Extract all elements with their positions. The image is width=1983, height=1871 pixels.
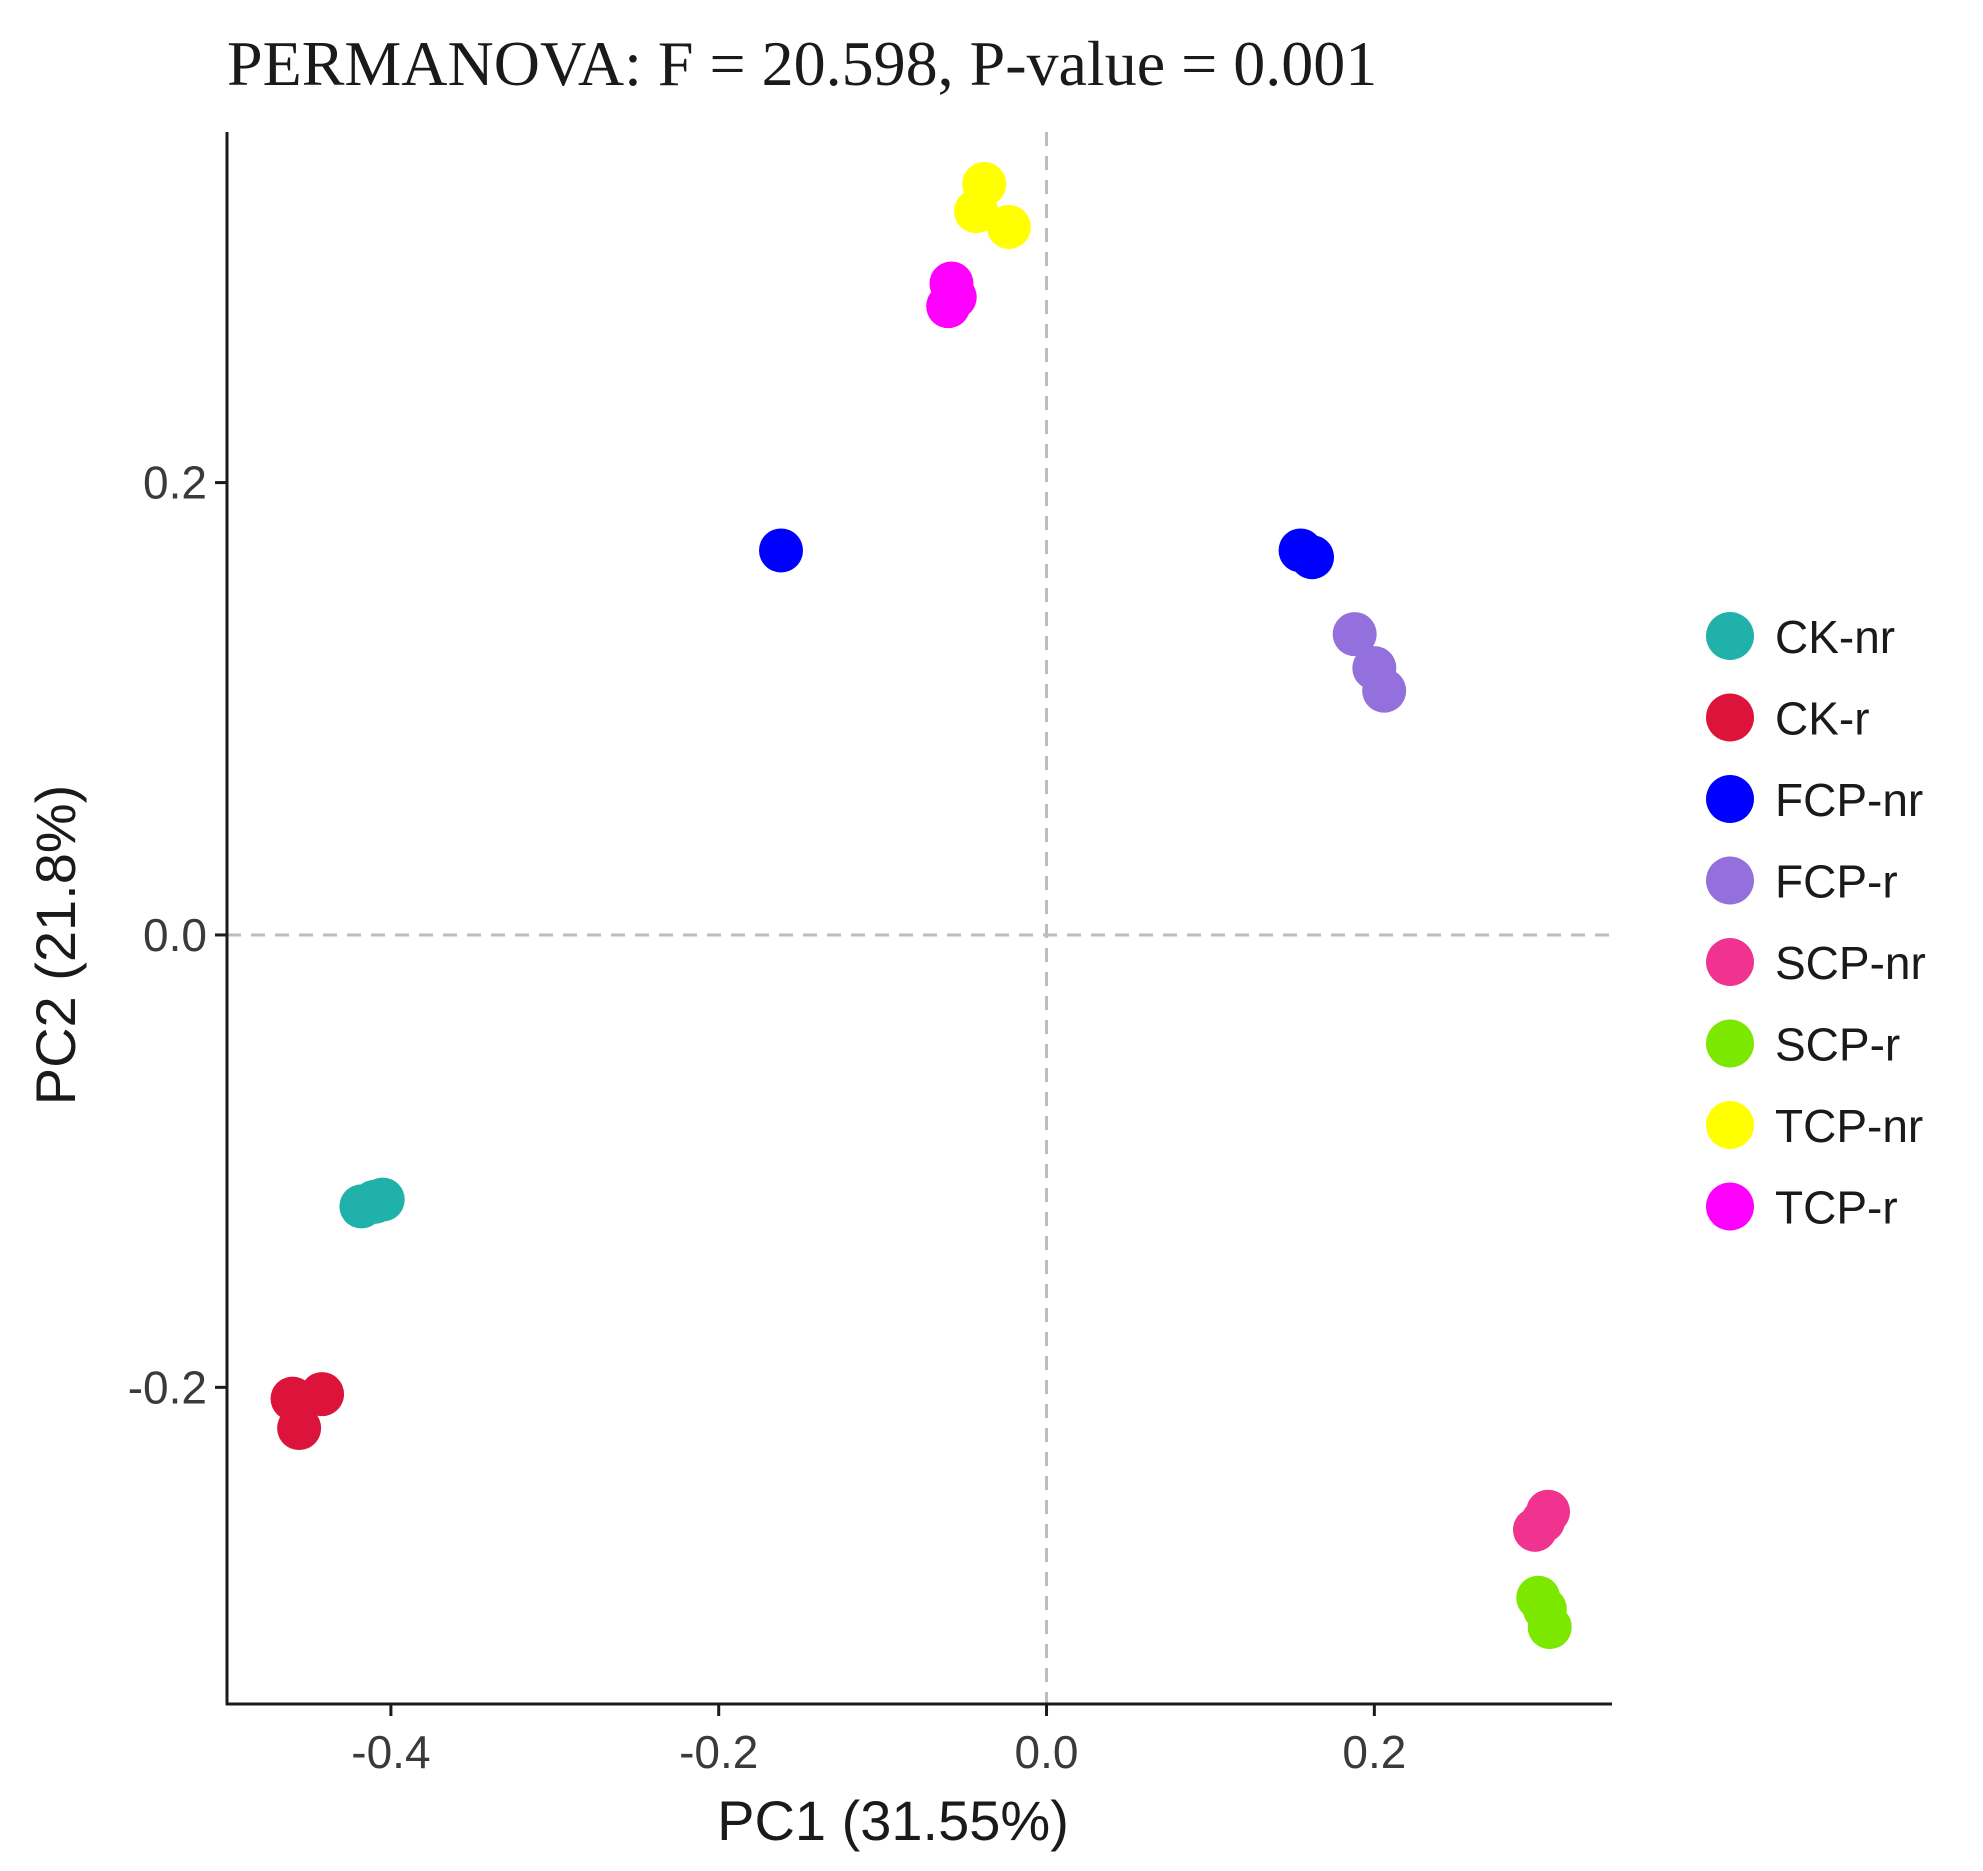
axes: -0.4 -0.2 0.0 0.2 -0.2 0.0 0.2: [128, 132, 1612, 1778]
point-TCP-nr-2: [962, 162, 1007, 207]
point-CK-r-2: [300, 1372, 345, 1417]
legend-item-TCP-nr: TCP-nr: [1706, 1100, 1923, 1152]
series-FCP-r: [1332, 612, 1407, 713]
legend-swatch: [1706, 938, 1754, 986]
series-CK-nr: [339, 1177, 405, 1229]
legend-item-SCP-r: SCP-r: [1706, 1019, 1900, 1071]
legend-label: CK-r: [1775, 693, 1870, 745]
legend-item-FCP-r: FCP-r: [1706, 856, 1898, 908]
series-TCP-r: [926, 261, 977, 329]
x-tick-label: -0.4: [351, 1726, 430, 1778]
point-CK-nr-3: [360, 1177, 405, 1222]
point-FCP-r-1: [1332, 612, 1377, 657]
reference-lines: [227, 132, 1612, 1704]
legend-swatch: [1706, 1019, 1754, 1068]
legend-swatch: [1706, 1182, 1754, 1231]
series-SCP-nr: [1512, 1489, 1571, 1552]
point-FCP-nr-1: [759, 528, 803, 573]
point-SCP-r-3: [1527, 1605, 1572, 1650]
legend-label: TCP-r: [1775, 1182, 1898, 1234]
legend-label: CK-nr: [1775, 611, 1895, 663]
data-points: [270, 162, 1572, 1650]
legend-item-TCP-r: TCP-r: [1706, 1182, 1898, 1234]
legend-swatch: [1706, 1101, 1754, 1149]
series-FCP-nr: [759, 528, 1335, 580]
point-TCP-r-3: [929, 261, 974, 306]
legend-item-FCP-nr: FCP-nr: [1706, 774, 1923, 826]
legend-item-SCP-nr: SCP-nr: [1706, 937, 1926, 989]
legend-item-CK-nr: CK-nr: [1706, 611, 1895, 663]
point-SCP-nr-3: [1526, 1489, 1571, 1534]
legend-swatch: [1706, 775, 1754, 823]
y-tick-label: 0.0: [143, 909, 207, 961]
x-tick-label: -0.2: [679, 1726, 758, 1778]
series-TCP-nr: [954, 162, 1031, 249]
point-CK-r-3: [277, 1406, 322, 1451]
legend-label: SCP-r: [1775, 1019, 1900, 1071]
series-SCP-r: [1516, 1575, 1572, 1650]
legend-label: FCP-nr: [1775, 774, 1923, 826]
point-FCP-nr-3: [1290, 535, 1335, 580]
legend-label: SCP-nr: [1775, 937, 1926, 989]
y-tick-label: -0.2: [128, 1361, 207, 1413]
point-FCP-r-3: [1362, 668, 1407, 713]
legend-label: TCP-nr: [1775, 1100, 1923, 1152]
legend-swatch: [1706, 856, 1754, 905]
legend-item-CK-r: CK-r: [1706, 693, 1870, 745]
chart-title: PERMANOVA: F = 20.598, P-value = 0.001: [227, 28, 1377, 99]
legend-swatch: [1706, 612, 1754, 660]
y-tick-label: 0.2: [143, 457, 207, 509]
x-axis-label: PC1 (31.55%): [717, 1789, 1069, 1852]
legend: CK-nr CK-r FCP-nr FCP-r SCP-nr SCP-r TCP-nr TCP…: [1706, 611, 1926, 1234]
series-CK-r: [270, 1372, 345, 1451]
x-tick-label: 0.0: [1015, 1726, 1079, 1778]
point-TCP-nr-3: [986, 204, 1031, 249]
legend-swatch: [1706, 693, 1754, 742]
y-axis-label: PC2 (21.8%): [24, 785, 87, 1106]
x-tick-label: 0.2: [1342, 1726, 1406, 1778]
legend-label: FCP-r: [1775, 856, 1898, 908]
